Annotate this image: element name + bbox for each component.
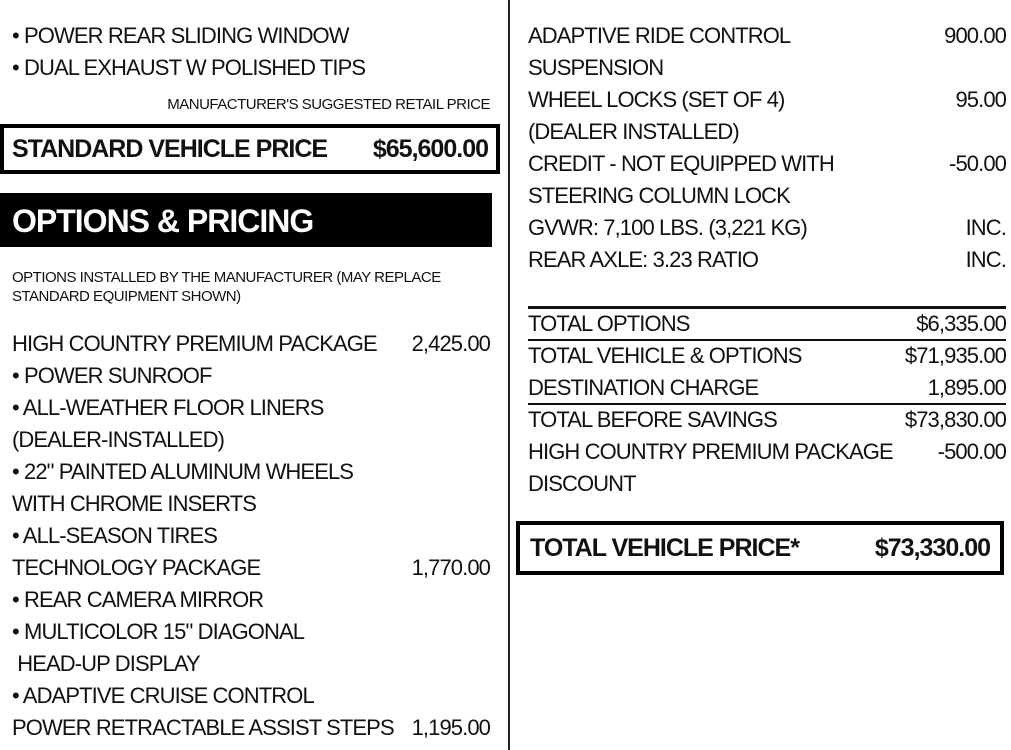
item-label: GVWR: 7,100 LBS. (3,221 KG) [528,215,808,240]
item-price: INC. [965,247,1007,272]
item-price: 1,895.00 [927,375,1007,400]
options-header: OPTIONS & PRICING [0,193,492,247]
item-label: HEAD-UP DISPLAY [12,651,200,676]
list-item: HIGH COUNTRY PREMIUM PACKAGE -500.00 [528,436,1007,468]
item-label: TOTAL BEFORE SAVINGS [528,407,778,432]
list-item: ADAPTIVE RIDE CONTROL 900.00 [528,20,1007,52]
list-item: DESTINATION CHARGE 1,895.00 [528,372,1007,404]
item-price: 1,770.00 [411,555,491,580]
item-label: (DEALER-INSTALLED) [12,427,225,452]
item-label: DESTINATION CHARGE [528,375,759,400]
item-label: HIGH COUNTRY PREMIUM PACKAGE [12,331,378,356]
item-label: (DEALER INSTALLED) [528,119,740,144]
item-label: • REAR CAMERA MIRROR [12,587,264,612]
total-price-label: TOTAL VEHICLE PRICE* [530,533,800,562]
item-label: • ADAPTIVE CRUISE CONTROL [12,683,315,708]
list-item: • ALL-SEASON TIRES [12,520,490,552]
item-price: $71,935.00 [904,343,1007,368]
item-label: CREDIT - NOT EQUIPPED WITH [528,151,835,176]
msrp-label: MANUFACTURER'S SUGGESTED RETAIL PRICE [167,96,490,113]
list-item: TECHNOLOGY PACKAGE 1,770.00 [12,552,491,584]
item-label: • DUAL EXHAUST W POLISHED TIPS [12,55,366,80]
totals-top-rule [528,306,1006,309]
options-note: OPTIONS INSTALLED BY THE MANUFACTURER (M… [12,269,441,305]
list-item: • MULTICOLOR 15" DIAGONAL [12,616,490,648]
item-price: 900.00 [944,23,1007,48]
item-label: POWER RETRACTABLE ASSIST STEPS [12,715,395,740]
item-label: • POWER REAR SLIDING WINDOW [12,23,350,48]
item-price: 95.00 [955,87,1006,112]
item-label: WITH CHROME INSERTS [12,491,257,516]
total-vehicle-price-box: TOTAL VEHICLE PRICE* $73,330.00 [516,521,1004,575]
list-item: • ALL-WEATHER FLOOR LINERS [12,392,490,424]
destination-rule [528,403,1006,405]
list-item: GVWR: 7,100 LBS. (3,221 KG) INC. [528,212,1007,244]
item-price: -50.00 [949,151,1007,176]
list-item: HIGH COUNTRY PREMIUM PACKAGE 2,425.00 [12,328,491,360]
total-price-value: $73,330.00 [874,533,991,562]
list-item: DISCOUNT [528,468,1006,500]
list-item: REAR AXLE: 3.23 RATIO INC. [528,244,1007,276]
item-label: • 22" PAINTED ALUMINUM WHEELS [12,459,354,484]
total-options-rule [528,339,1006,341]
list-item: WITH CHROME INSERTS [12,488,490,520]
list-item: HEAD-UP DISPLAY [12,648,490,680]
item-label: TOTAL OPTIONS [528,311,690,336]
list-item: (DEALER-INSTALLED) [12,424,490,456]
item-label: • MULTICOLOR 15" DIAGONAL [12,619,305,644]
item-price: $73,830.00 [904,407,1007,432]
item-label: • ALL-SEASON TIRES [12,523,218,548]
list-item: • DUAL EXHAUST W POLISHED TIPS [12,52,490,84]
item-label: SUSPENSION [528,55,664,80]
list-item: WHEEL LOCKS (SET OF 4) 95.00 [528,84,1007,116]
item-label: • POWER SUNROOF [12,363,212,388]
list-item: TOTAL OPTIONS $6,335.00 [528,308,1007,340]
item-price: -500.00 [937,439,1007,464]
list-item: SUSPENSION [528,52,1006,84]
item-price: INC. [965,215,1007,240]
list-item: • POWER REAR SLIDING WINDOW [12,20,490,52]
item-price: 2,425.00 [411,331,491,356]
standard-price-label: STANDARD VEHICLE PRICE [12,134,328,163]
list-item: • REAR CAMERA MIRROR [12,584,490,616]
item-label: REAR AXLE: 3.23 RATIO [528,247,759,272]
column-divider [508,0,510,750]
list-item: POWER RETRACTABLE ASSIST STEPS 1,195.00 [12,712,491,744]
list-item: • ADAPTIVE CRUISE CONTROL [12,680,490,712]
item-label: • ALL-WEATHER FLOOR LINERS [12,395,324,420]
list-item: CREDIT - NOT EQUIPPED WITH -50.00 [528,148,1007,180]
item-label: TOTAL VEHICLE & OPTIONS [528,343,802,368]
item-price: 1,195.00 [411,715,491,740]
list-item: • 22" PAINTED ALUMINUM WHEELS [12,456,490,488]
list-item: TOTAL BEFORE SAVINGS $73,830.00 [528,404,1007,436]
list-item: TOTAL VEHICLE & OPTIONS $71,935.00 [528,340,1007,372]
item-label: STEERING COLUMN LOCK [528,183,791,208]
standard-price-value: $65,600.00 [372,134,489,163]
item-label: WHEEL LOCKS (SET OF 4) [528,87,785,112]
item-label: TECHNOLOGY PACKAGE [12,555,261,580]
item-label: ADAPTIVE RIDE CONTROL [528,23,791,48]
list-item: • POWER SUNROOF [12,360,490,392]
item-label: DISCOUNT [528,471,637,496]
item-label: HIGH COUNTRY PREMIUM PACKAGE [528,439,894,464]
list-item: STEERING COLUMN LOCK [528,180,1006,212]
list-item: (DEALER INSTALLED) [528,116,1006,148]
standard-vehicle-price-box: STANDARD VEHICLE PRICE $65,600.00 [0,124,500,174]
item-price: $6,335.00 [916,311,1007,336]
